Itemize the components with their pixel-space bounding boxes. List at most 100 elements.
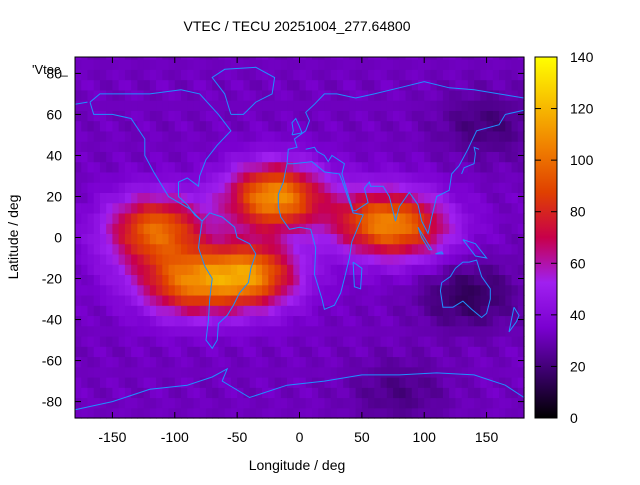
heatmap-cell: [399, 346, 407, 358]
heatmap-cell: [193, 243, 201, 255]
heatmap-cell: [405, 130, 413, 142]
heatmap-cell: [424, 294, 432, 306]
heatmap-cell: [262, 243, 269, 255]
heatmap-cell: [224, 407, 232, 419]
heatmap-cell: [486, 335, 494, 347]
heatmap-cell: [168, 243, 176, 255]
heatmap-cell: [436, 59, 444, 70]
coastline: [417, 226, 433, 251]
heatmap-cell: [436, 274, 444, 286]
heatmap-cell: [461, 294, 469, 306]
heatmap-cell: [374, 89, 382, 101]
heatmap-cell: [162, 305, 170, 317]
heatmap-cell: [262, 192, 269, 204]
heatmap-cell: [93, 161, 101, 173]
heatmap-cell: [480, 264, 488, 276]
y-tick-label: -40: [42, 312, 62, 328]
heatmap-cell: [81, 192, 89, 204]
heatmap-cell: [249, 182, 257, 193]
heatmap-cell: [349, 202, 357, 214]
heatmap-cell: [224, 79, 232, 91]
heatmap-cell: [517, 284, 525, 296]
heatmap-cell: [181, 57, 188, 60]
heatmap-cell: [112, 407, 120, 419]
heatmap-cell: [299, 182, 307, 193]
heatmap-cell: [480, 59, 488, 70]
heatmap-cell: [156, 130, 163, 142]
heatmap-cell: [405, 387, 413, 399]
heatmap-cell: [199, 141, 207, 152]
heatmap-cell: [361, 376, 369, 388]
heatmap-cell: [336, 387, 344, 399]
heatmap-cell: [305, 202, 313, 214]
heatmap-cell: [112, 294, 120, 306]
heatmap-cell: [311, 182, 319, 193]
heatmap-cell: [505, 171, 513, 183]
heatmap-cell: [355, 57, 363, 60]
heatmap-cell: [399, 243, 407, 255]
heatmap-cell: [162, 325, 170, 337]
heatmap-cell: [311, 59, 319, 70]
heatmap-cell: [436, 79, 444, 91]
heatmap-cell: [174, 294, 182, 306]
heatmap-cell: [249, 151, 257, 163]
heatmap-cell: [305, 356, 313, 368]
heatmap-cell: [131, 407, 138, 419]
heatmap-cell: [368, 294, 375, 306]
heatmap-cell: [181, 315, 188, 327]
heatmap-cell: [75, 243, 82, 255]
heatmap-cell: [505, 274, 513, 286]
heatmap-cell: [299, 376, 307, 388]
heatmap-cell: [405, 294, 413, 306]
heatmap-cell: [467, 305, 475, 317]
heatmap-cell: [99, 59, 107, 70]
heatmap-cell: [75, 305, 82, 317]
heatmap-cell: [393, 182, 400, 193]
heatmap-cell: [174, 284, 182, 296]
heatmap-cell: [137, 202, 145, 214]
heatmap-cell: [193, 294, 201, 306]
heatmap-cell: [255, 89, 263, 101]
heatmap-cell: [274, 397, 282, 409]
heatmap-cell: [87, 130, 95, 142]
heatmap-cell: [287, 223, 294, 234]
heatmap-cell: [162, 171, 170, 183]
heatmap-cell: [168, 376, 176, 388]
heatmap-cell: [517, 151, 525, 163]
heatmap-cell: [106, 243, 114, 255]
heatmap-cell: [243, 407, 251, 419]
heatmap-cell: [137, 100, 145, 111]
heatmap-cell: [174, 376, 182, 388]
heatmap-cell: [399, 325, 407, 337]
coastline: [89, 89, 232, 222]
heatmap-cell: [349, 192, 357, 204]
heatmap-cell: [380, 110, 388, 122]
heatmap-cell: [386, 171, 394, 183]
heatmap-cell: [318, 57, 326, 60]
heatmap-cell: [486, 100, 494, 111]
heatmap-cell: [368, 57, 375, 60]
heatmap-cell: [330, 274, 338, 286]
heatmap-cell: [349, 69, 357, 81]
heatmap-cell: [305, 233, 313, 245]
heatmap-cell: [243, 69, 251, 81]
heatmap-cell: [118, 223, 126, 234]
heatmap-cell: [224, 89, 232, 101]
heatmap-cell: [349, 161, 357, 173]
heatmap-cell: [81, 89, 89, 101]
heatmap-cell: [174, 110, 182, 122]
heatmap-cell: [474, 294, 481, 306]
heatmap-cell: [424, 161, 432, 173]
heatmap-cell: [405, 69, 413, 81]
heatmap-cell: [249, 89, 257, 101]
heatmap-cell: [324, 212, 332, 224]
heatmap-cell: [436, 335, 444, 347]
heatmap-cell: [218, 233, 226, 245]
heatmap-cell: [424, 233, 432, 245]
heatmap-cell: [205, 100, 213, 111]
heatmap-cell: [237, 325, 244, 337]
heatmap-cell: [299, 130, 307, 142]
heatmap-cell: [442, 356, 450, 368]
heatmap-cell: [81, 223, 89, 234]
heatmap-cell: [181, 69, 188, 81]
